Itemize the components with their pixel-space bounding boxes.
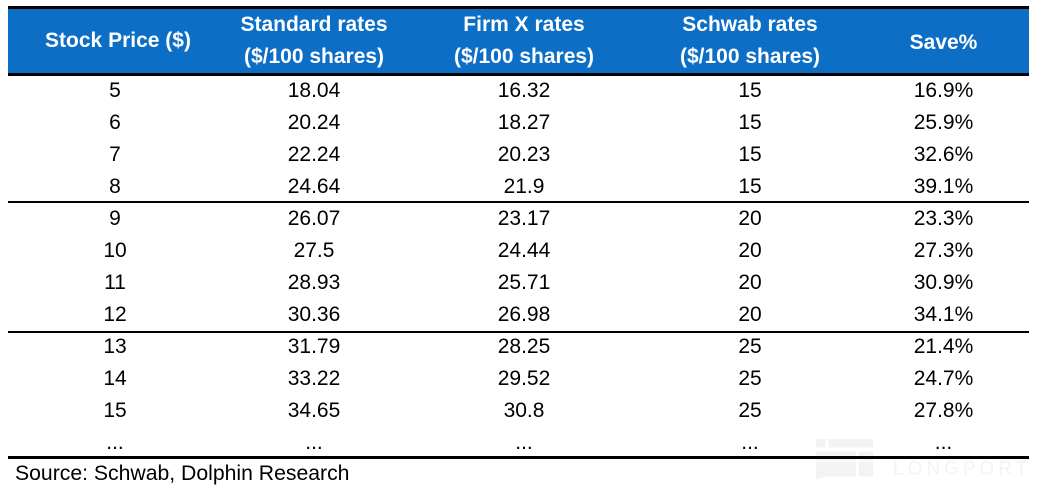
svg-text:™: ™ xyxy=(1021,457,1030,467)
svg-text:LONGPORT: LONGPORT xyxy=(893,459,1031,480)
